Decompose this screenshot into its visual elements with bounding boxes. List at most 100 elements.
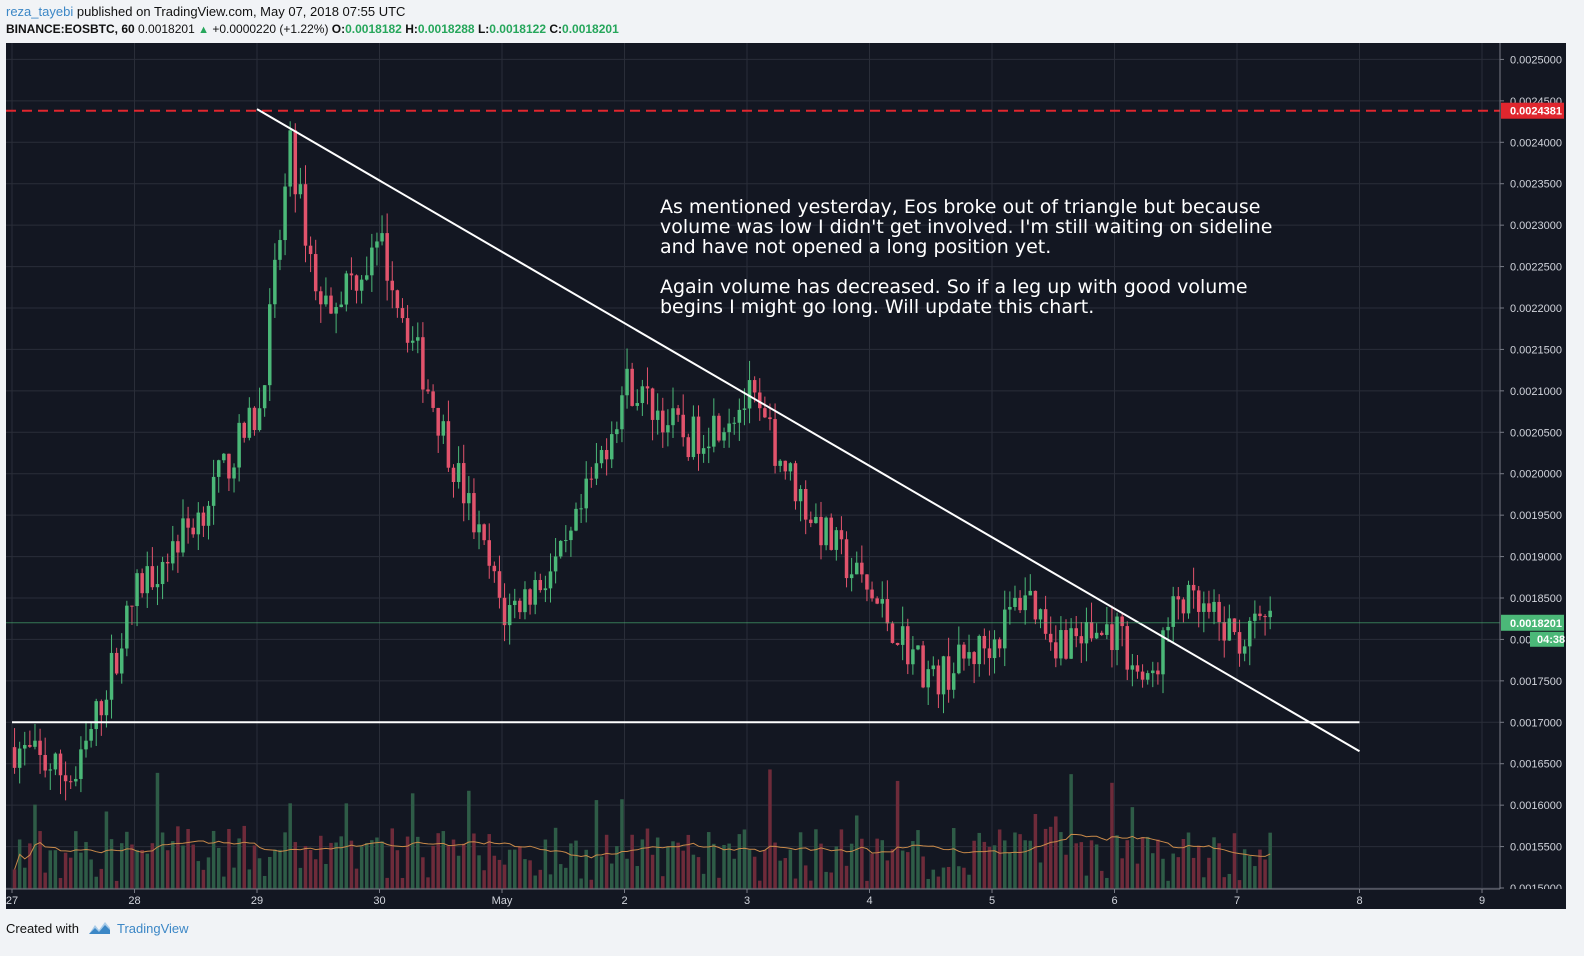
volume-moving-average [14, 833, 1271, 870]
price-chart[interactable]: 0.00150000.00155000.00160000.00165000.00… [6, 43, 1566, 909]
symbol-name[interactable]: BINANCE:EOSBTC, 60 [6, 22, 135, 36]
volume-bar [569, 843, 573, 889]
candle-up [155, 584, 160, 588]
candle-up [104, 699, 109, 716]
candle-up [17, 748, 22, 768]
candle-down [906, 626, 910, 665]
volume-bar [181, 845, 185, 889]
volume-bar [870, 853, 874, 889]
volume-bar [303, 846, 308, 889]
candle-up [594, 463, 599, 479]
chart-header: reza_tayebi published on TradingView.com… [0, 0, 1584, 42]
candle-down [972, 652, 976, 665]
volume-bar [890, 849, 895, 889]
volume-bar [1263, 859, 1267, 889]
volume-bar [12, 869, 17, 889]
volume-bar [609, 863, 614, 889]
candle-up [1105, 624, 1109, 635]
candle-up [706, 446, 711, 449]
candle-up [145, 566, 150, 594]
candle-down [431, 391, 435, 408]
candle-down [227, 453, 231, 479]
volume-bar [921, 856, 925, 889]
candle-up [523, 589, 527, 613]
volume-bar [594, 800, 599, 889]
volume-bar [1099, 870, 1104, 889]
candle-down [538, 580, 543, 591]
candle-down [860, 562, 864, 575]
volume-bar [1191, 857, 1196, 889]
volume-bar [247, 869, 252, 889]
volume-bar [640, 839, 645, 889]
volume-bar [456, 855, 461, 889]
volume-bar [48, 850, 53, 889]
volume-bar [140, 849, 144, 889]
volume-bar [977, 832, 981, 889]
candle-up [359, 279, 364, 291]
candle-down [681, 414, 685, 438]
chart-area[interactable]: 0.00150000.00155000.00160000.00165000.00… [6, 43, 1566, 909]
volume-bar [278, 849, 282, 889]
volume-bar [196, 861, 201, 889]
volume-bar [354, 868, 359, 889]
volume-bar [1059, 832, 1063, 889]
time-tick-label: 2 [621, 895, 627, 907]
volume-bar [1003, 840, 1007, 889]
candle-up [324, 295, 328, 305]
candle-up [222, 453, 226, 461]
candle-down [436, 407, 440, 436]
candle-up [160, 561, 165, 585]
volume-bar [967, 874, 971, 889]
candle-down [1125, 626, 1130, 670]
candle-up [1212, 601, 1216, 612]
candle-up [456, 463, 461, 483]
candle-down [165, 561, 170, 564]
candle-down [1043, 609, 1048, 634]
candle-down [717, 415, 721, 441]
volume-bar [875, 838, 879, 889]
volume-bar [931, 869, 936, 889]
candle-up [1013, 597, 1017, 607]
tradingview-brand-link[interactable]: TradingView [117, 921, 189, 936]
candle-up [298, 184, 303, 195]
candle-up [1028, 590, 1033, 596]
volume-bar [472, 833, 476, 889]
candle-down [1237, 632, 1242, 654]
volume-bar [701, 873, 706, 889]
volume-bar [824, 871, 828, 889]
volume-bar [1094, 844, 1099, 889]
volume-bar [1028, 840, 1033, 889]
drawn-lines[interactable] [6, 108, 1500, 753]
candle-up [53, 753, 58, 770]
candle-up [216, 460, 221, 477]
volume-bar [809, 880, 813, 889]
candle-up [553, 556, 558, 572]
price-tick-label: 0.0024000 [1510, 137, 1562, 149]
candle-down [63, 775, 68, 782]
candle-down [1048, 633, 1053, 643]
candle-down [43, 754, 47, 771]
volume-bar [1151, 853, 1155, 889]
volume-bar [94, 876, 98, 889]
candle-down [1222, 622, 1226, 641]
candle-up [1202, 603, 1206, 612]
candle-up [79, 749, 83, 779]
author-link[interactable]: reza_tayebi [6, 4, 74, 19]
candle-down [293, 130, 298, 195]
tradingview-logo-icon[interactable] [86, 919, 112, 937]
time-tick-label: 28 [128, 895, 140, 907]
candle-down [319, 291, 323, 305]
price-axis[interactable]: 0.00150000.00155000.00160000.00165000.00… [1499, 43, 1566, 909]
candle-down [12, 747, 17, 768]
volume-bar [431, 845, 435, 889]
published-text: published on TradingView.com, May 07, 20… [76, 4, 406, 19]
volume-bar [359, 846, 364, 889]
annotation-text[interactable]: As mentioned yesterday, Eos broke out of… [660, 197, 1360, 337]
volume-bar [742, 829, 747, 889]
candle-up [109, 652, 114, 700]
volume-bar [477, 855, 481, 889]
time-axis[interactable]: 27 28 29 30 May 2 3 4 5 6 7 8 9 [6, 888, 1566, 909]
volume-bar [1105, 877, 1109, 889]
candle-up [824, 517, 828, 546]
volume-bar [426, 877, 430, 889]
